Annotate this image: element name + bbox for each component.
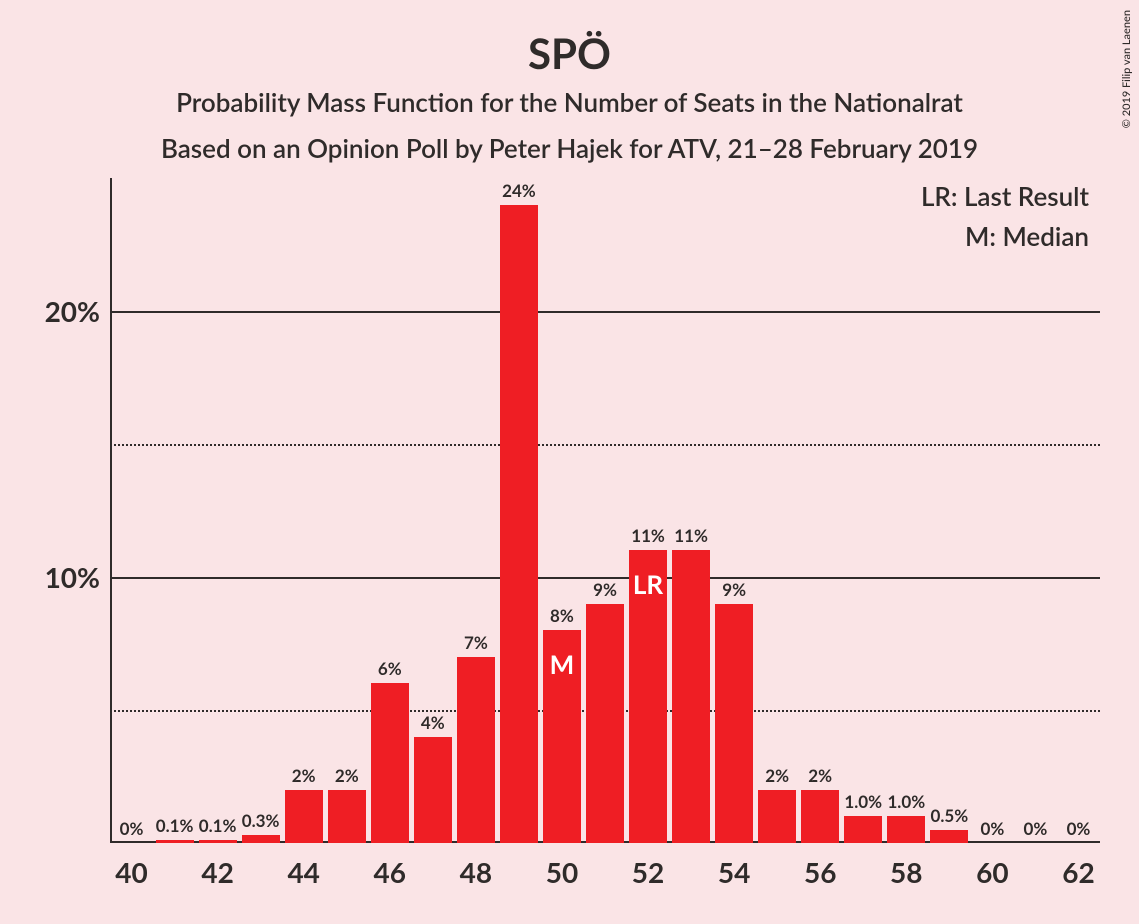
bar: 0.3% xyxy=(242,835,280,843)
bar: 24% xyxy=(500,205,538,843)
x-tick-label: 52 xyxy=(632,855,664,889)
bar-value-label: 0.1% xyxy=(156,815,194,836)
bar-value-label: 0.5% xyxy=(930,805,968,826)
x-tick-label: 62 xyxy=(1062,855,1094,889)
x-tick-label: 56 xyxy=(804,855,836,889)
x-tick-label: 58 xyxy=(890,855,922,889)
bar-value-label: 4% xyxy=(421,712,445,733)
bar-value-label: 0% xyxy=(120,818,144,839)
bar-value-label: 6% xyxy=(378,658,402,679)
bar: 4% xyxy=(414,737,452,843)
chart-plot-area: 10%20%4042444648505254565860620%0.1%0.1%… xyxy=(110,178,1100,843)
x-tick-label: 50 xyxy=(546,855,578,889)
x-tick-label: 40 xyxy=(115,855,147,889)
bar-value-label: 2% xyxy=(765,765,789,786)
bar: 0.1% xyxy=(199,840,237,843)
bar: 9% xyxy=(715,604,753,843)
copyright-text: © 2019 Filip van Laenen xyxy=(1120,10,1133,128)
bar: 9% xyxy=(586,604,624,843)
bar-value-label: 2% xyxy=(335,765,359,786)
bar: 7% xyxy=(457,657,495,843)
gridline-minor xyxy=(110,444,1100,446)
bar-value-label: 0.1% xyxy=(199,815,237,836)
bar-value-label: 8% xyxy=(550,605,574,626)
bar: 1.0% xyxy=(844,816,882,843)
bar: 6% xyxy=(371,683,409,843)
bar-inner-label: M xyxy=(550,648,575,680)
chart-subtitle-1: Probability Mass Function for the Number… xyxy=(0,86,1139,118)
y-tick-label: 10% xyxy=(45,560,100,594)
bar: 8%M xyxy=(543,630,581,843)
bar-value-label: 0% xyxy=(1067,818,1091,839)
bar: 2% xyxy=(758,790,796,843)
bar-value-label: 0% xyxy=(1024,818,1048,839)
bar-value-label: 1.0% xyxy=(844,791,882,812)
bar: 2% xyxy=(801,790,839,843)
bar: 11% xyxy=(672,550,710,843)
bar-value-label: 11% xyxy=(631,525,665,546)
bar-value-label: 24% xyxy=(502,180,536,201)
bar-value-label: 2% xyxy=(808,765,832,786)
y-tick-label: 20% xyxy=(45,294,100,328)
bar-value-label: 7% xyxy=(464,632,488,653)
bar-inner-label: LR xyxy=(633,568,663,600)
bar: 11%LR xyxy=(629,550,667,843)
x-tick-label: 48 xyxy=(460,855,492,889)
bar-value-label: 1.0% xyxy=(887,791,925,812)
x-tick-label: 42 xyxy=(201,855,233,889)
y-axis-line xyxy=(110,178,112,843)
bar-value-label: 2% xyxy=(292,765,316,786)
x-tick-label: 44 xyxy=(287,855,319,889)
x-tick-label: 60 xyxy=(976,855,1008,889)
bar-value-label: 9% xyxy=(593,579,617,600)
bar: 2% xyxy=(285,790,323,843)
x-tick-label: 46 xyxy=(374,855,406,889)
bar: 2% xyxy=(328,790,366,843)
bar-value-label: 0.3% xyxy=(242,810,280,831)
bar: 0.5% xyxy=(930,830,968,843)
bar: 1.0% xyxy=(887,816,925,843)
chart-title: SPÖ xyxy=(0,28,1139,78)
x-tick-label: 54 xyxy=(718,855,750,889)
bar: 0.1% xyxy=(156,840,194,843)
chart-subtitle-2: Based on an Opinion Poll by Peter Hajek … xyxy=(0,132,1139,164)
bar-value-label: 0% xyxy=(980,818,1004,839)
gridline-major xyxy=(110,311,1100,313)
bar-value-label: 9% xyxy=(722,579,746,600)
bar-value-label: 11% xyxy=(674,525,708,546)
